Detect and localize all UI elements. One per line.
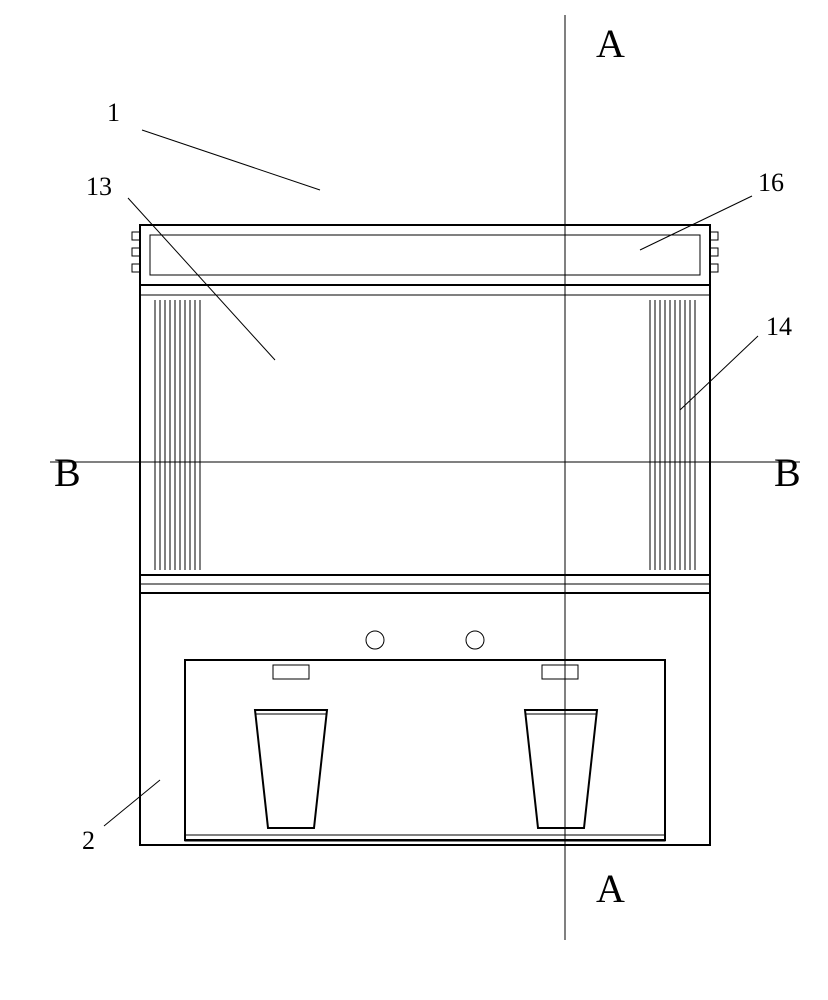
svg-text:1: 1	[107, 98, 120, 127]
svg-text:2: 2	[82, 826, 95, 855]
svg-text:B: B	[774, 450, 801, 495]
svg-text:14: 14	[766, 312, 792, 341]
svg-text:A: A	[596, 21, 625, 66]
technical-drawing: A A B B 1 13 16 14 2	[0, 0, 828, 1000]
svg-text:16: 16	[758, 168, 784, 197]
svg-text:A: A	[596, 866, 625, 911]
svg-text:B: B	[54, 450, 81, 495]
svg-text:13: 13	[86, 172, 112, 201]
